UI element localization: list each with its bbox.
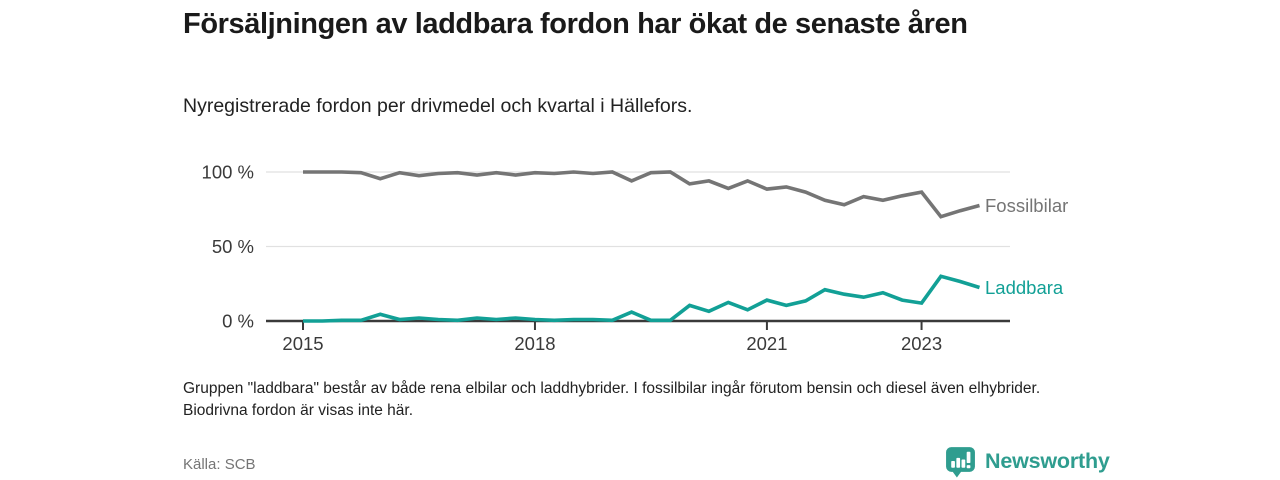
y-axis-tick-label: 100 %: [202, 162, 254, 183]
series-label-fossilbilar: Fossilbilar: [985, 195, 1068, 216]
y-axis-tick-label: 50 %: [212, 236, 254, 257]
bar-chart-speech-bubble-icon: [946, 447, 975, 478]
source-attribution: Källa: SCB: [183, 456, 256, 473]
series-line-laddbara: [303, 274, 981, 323]
series-line-fossilbilar: [303, 170, 980, 219]
x-axis-tick-label: 2021: [746, 333, 787, 354]
x-axis-tick-label: 2015: [282, 333, 323, 354]
footnote-text: Gruppen "laddbara" består av både rena e…: [183, 380, 1041, 419]
x-axis-tick-label: 2023: [901, 333, 942, 354]
series-label-laddbara: Laddbara: [985, 277, 1064, 298]
line-chart: 0 % 50 % 100 % 2015 2018 2021 2023 Fossilbilar L…: [202, 162, 1069, 355]
page-title: Försäljningen av laddbara fordon har öka…: [183, 8, 968, 40]
newsworthy-logo: Newsworthy: [944, 445, 1110, 478]
y-axis-tick-label: 0 %: [222, 311, 254, 332]
chart-subtitle: Nyregistrerade fordon per drivmedel och …: [183, 95, 693, 117]
x-axis-tick-label: 2018: [514, 333, 555, 354]
newsworthy-wordmark: Newsworthy: [985, 449, 1110, 473]
